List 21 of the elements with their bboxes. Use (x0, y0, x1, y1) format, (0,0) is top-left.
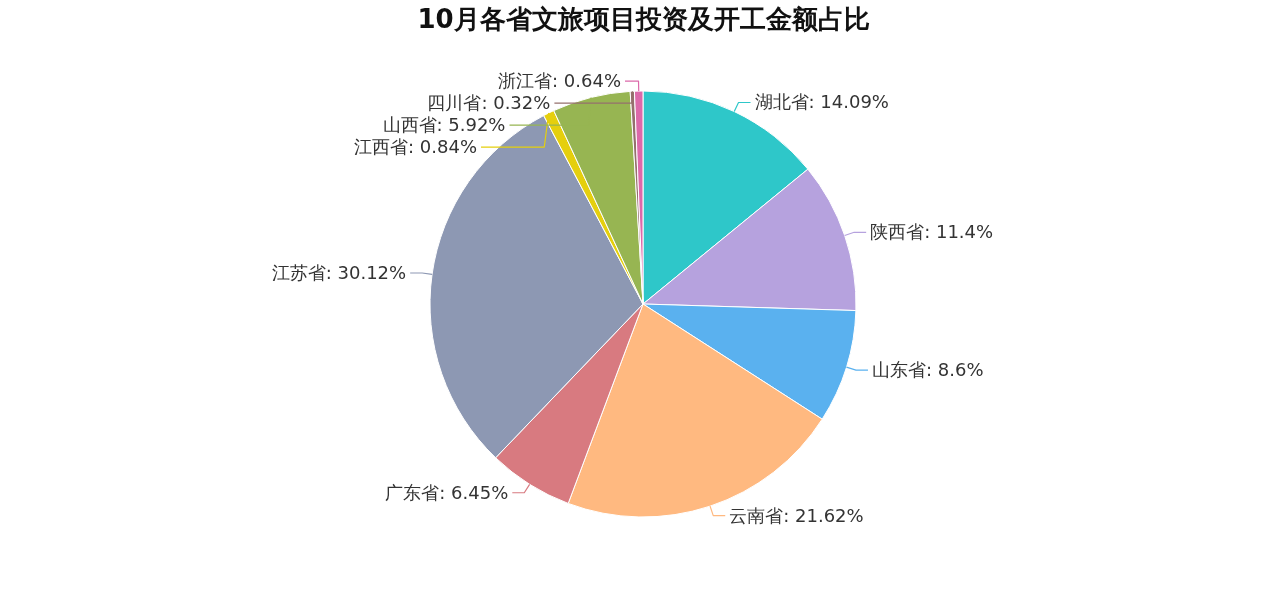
slice-label: 广东省 (385, 481, 440, 503)
data-label: : 0.84% (408, 136, 478, 158)
slice-label: 山西省 (382, 114, 437, 136)
data-label: : 0.32% (481, 92, 551, 114)
data-label: : 11.4% (924, 221, 994, 243)
chart-title: 10月各省文旅项目投资及开工金额占比 (417, 4, 870, 34)
data-label: : 5.92% (436, 114, 506, 136)
slice-label: 浙江省 (498, 70, 553, 92)
slice-label: 湖北省 (754, 91, 809, 113)
data-label: : 0.64% (552, 70, 621, 92)
data-label: : 14.09% (808, 91, 889, 113)
data-label: : 21.62% (783, 504, 864, 526)
slice-label: 江苏省 (271, 262, 326, 283)
data-label: : 30.12% (325, 262, 407, 283)
slice-label: 山东省 (871, 359, 926, 381)
slice-label: 云南省 (729, 504, 784, 526)
data-label: : 6.45% (439, 481, 509, 503)
slice-label: 陕西省 (870, 221, 925, 243)
slice-label: 四川省 (427, 92, 482, 114)
data-label: : 8.6% (925, 359, 984, 381)
slice-label: 江西省 (354, 136, 409, 158)
